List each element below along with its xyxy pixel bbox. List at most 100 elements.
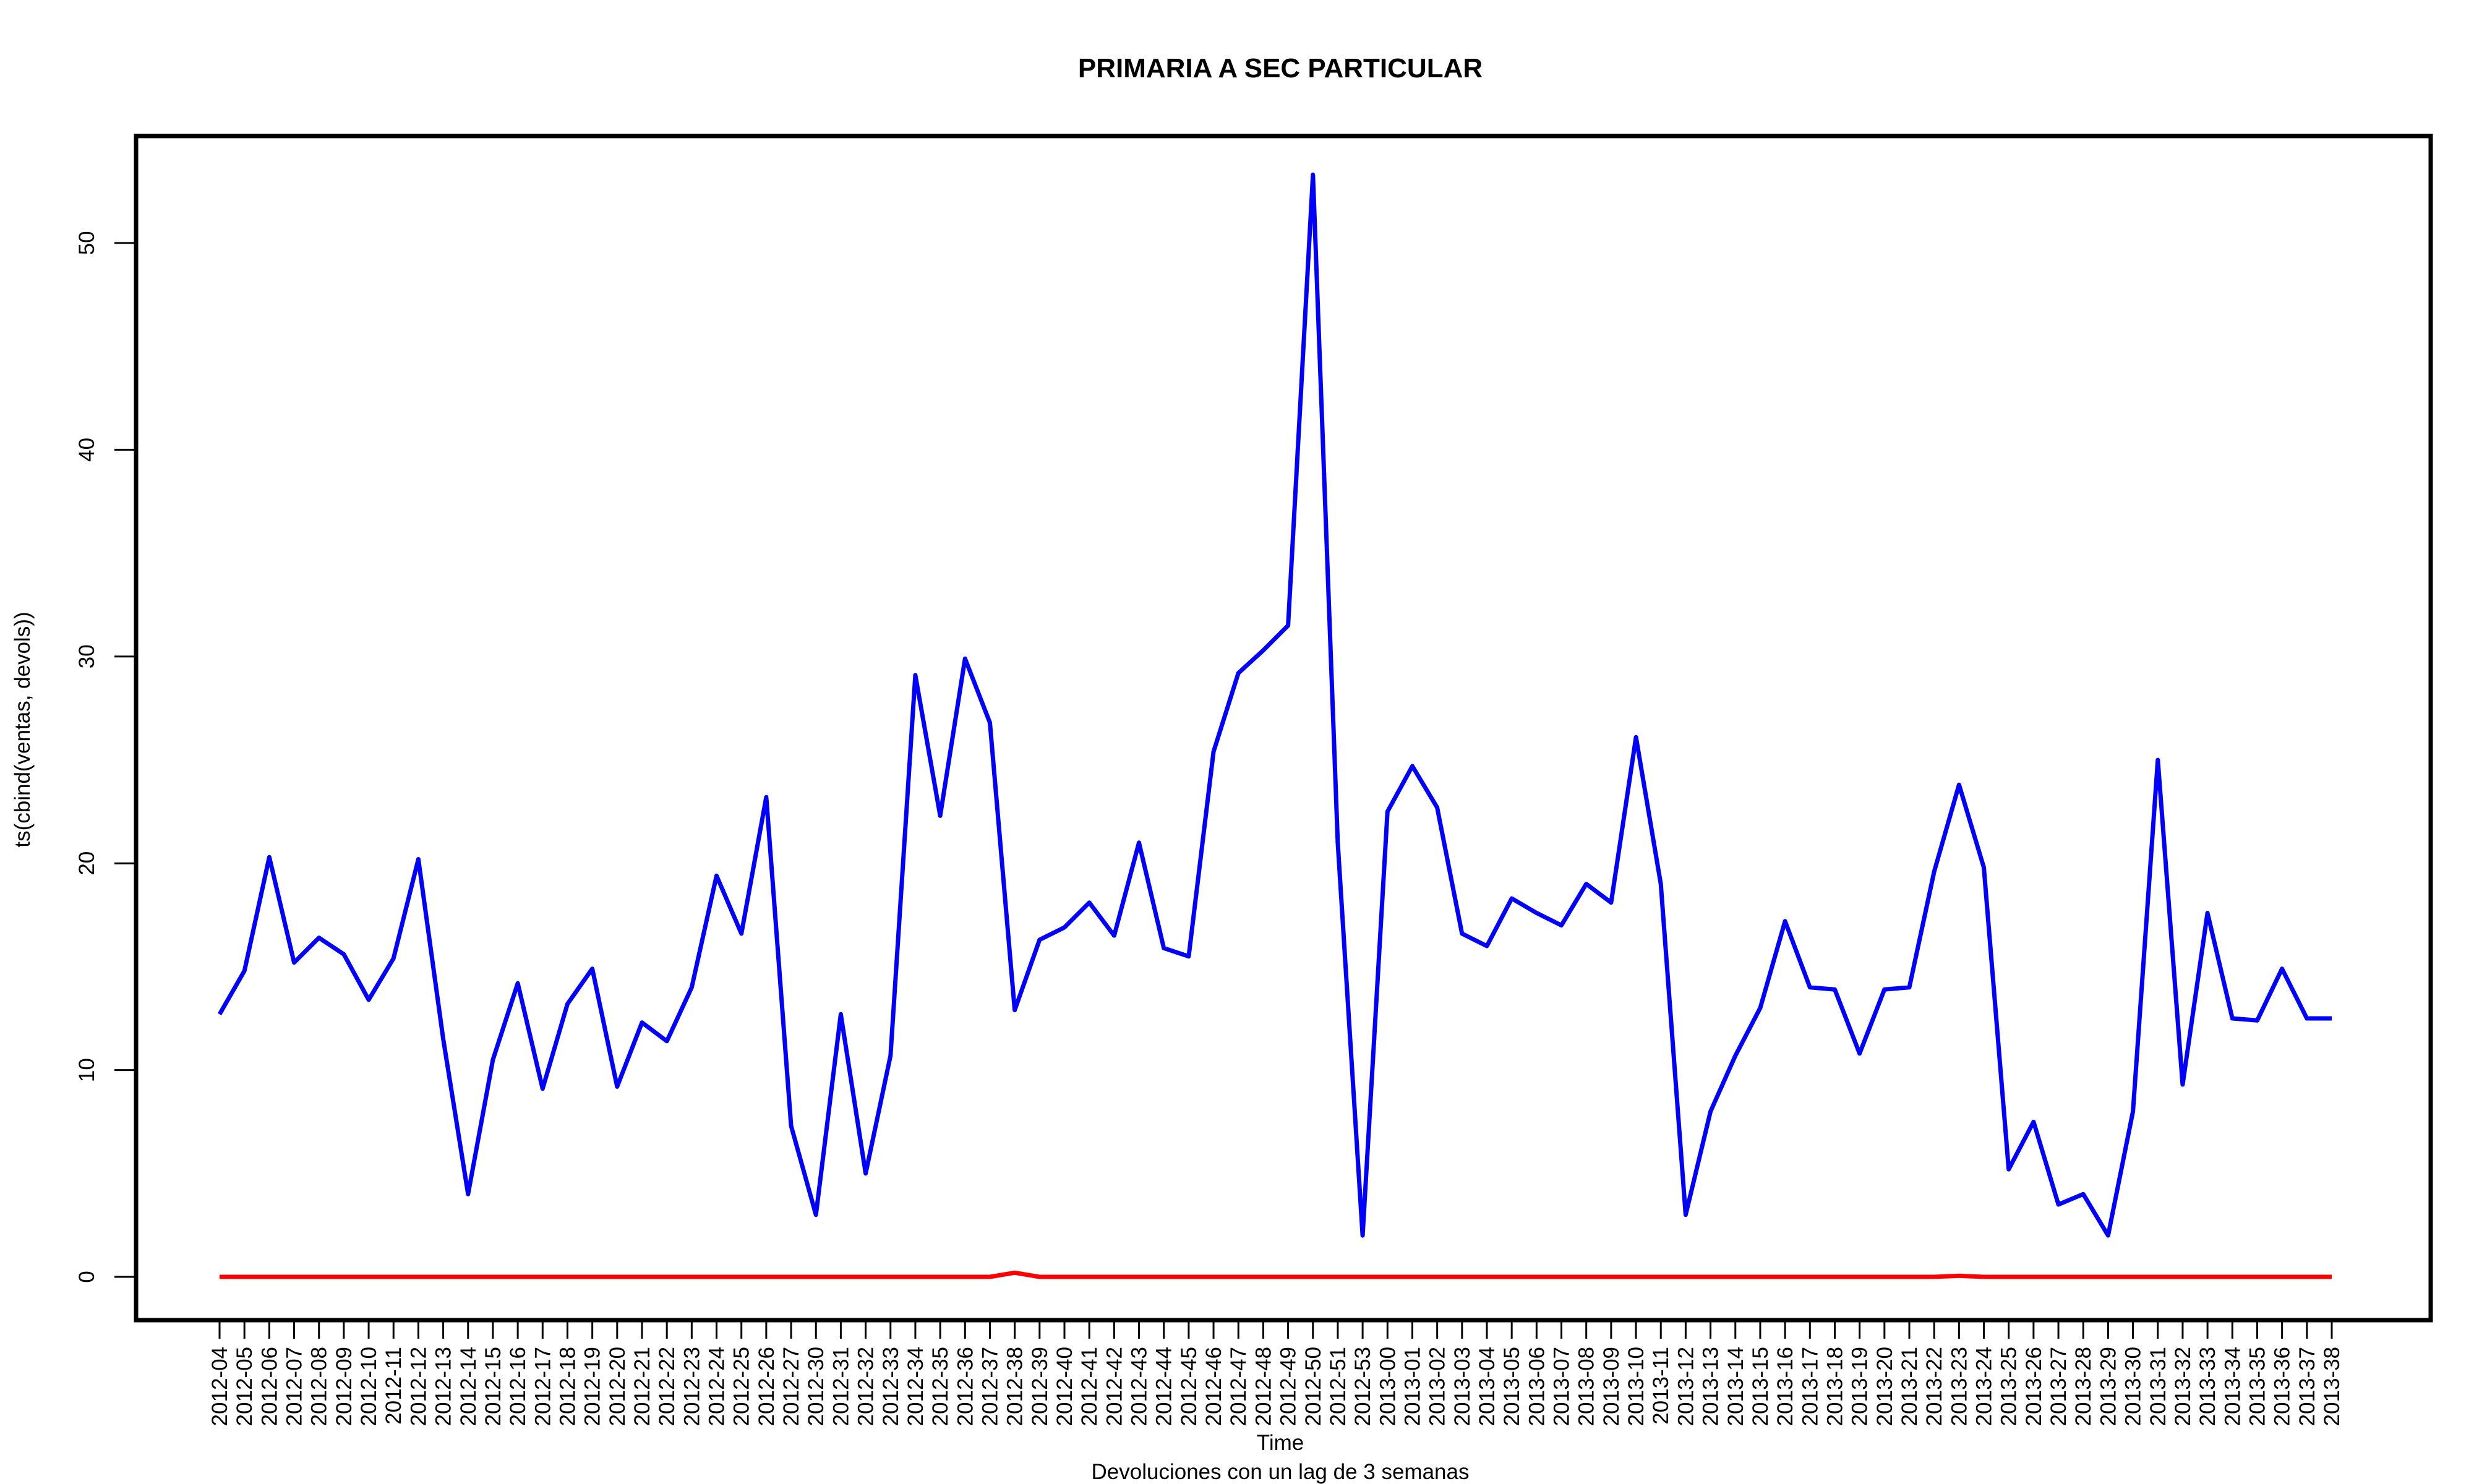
x-tick-label: 2013-14 bbox=[1724, 1347, 1748, 1426]
x-tick-label: 2013-35 bbox=[2245, 1347, 2269, 1426]
x-tick-label: 2012-41 bbox=[1077, 1347, 1102, 1426]
x-tick-label: 2013-08 bbox=[1575, 1347, 1599, 1426]
x-tick-label: 2013-09 bbox=[1599, 1347, 1624, 1426]
x-tick-label: 2012-14 bbox=[456, 1347, 481, 1426]
x-tick-label: 2013-33 bbox=[2196, 1347, 2220, 1426]
x-tick-label: 2013-00 bbox=[1376, 1347, 1400, 1426]
x-tick-label: 2012-22 bbox=[655, 1347, 679, 1426]
x-tick-label: 2013-04 bbox=[1475, 1347, 1499, 1426]
x-axis: 2012-04 2012-05 2012-06 2012-07 2012-08 2012-… bbox=[208, 1319, 2344, 1426]
x-tick-label: 2013-34 bbox=[2220, 1347, 2245, 1426]
x-tick-label: 2012-26 bbox=[755, 1347, 779, 1426]
x-tick-label: 2012-15 bbox=[481, 1347, 505, 1426]
x-tick-label: 2012-12 bbox=[406, 1347, 430, 1426]
x-tick-label: 2012-32 bbox=[854, 1347, 878, 1426]
x-tick-label: 2013-02 bbox=[1426, 1347, 1450, 1426]
x-tick-label: 2013-36 bbox=[2271, 1347, 2295, 1426]
x-tick-label: 2012-17 bbox=[531, 1347, 555, 1426]
series-line-1 bbox=[217, 173, 2332, 1238]
series-line-2 bbox=[220, 1270, 2332, 1279]
x-tick-label: 2013-13 bbox=[1699, 1347, 1723, 1426]
x-tick-label: 2012-19 bbox=[581, 1347, 605, 1426]
x-tick-label: 2013-29 bbox=[2096, 1347, 2120, 1426]
x-tick-label: 2012-36 bbox=[953, 1347, 977, 1426]
x-tick-label: 2013-24 bbox=[1972, 1347, 1997, 1426]
x-tick-label: 2012-49 bbox=[1277, 1347, 1301, 1426]
x-tick-label: 2012-13 bbox=[432, 1347, 456, 1426]
x-tick-label: 2013-38 bbox=[2320, 1347, 2344, 1426]
series-group bbox=[217, 173, 2332, 1279]
x-tick-label: 2012-18 bbox=[555, 1347, 580, 1426]
x-tick-label: 2012-50 bbox=[1301, 1347, 1325, 1426]
x-tick-label: 2012-40 bbox=[1053, 1347, 1077, 1426]
y-tick-label: 0 bbox=[75, 1271, 99, 1282]
x-tick-label: 2012-43 bbox=[1128, 1347, 1152, 1426]
y-tick-label: 20 bbox=[75, 851, 99, 876]
y-axis: 0 10 20 30 40 50 bbox=[75, 231, 137, 1283]
x-tick-label: 2012-20 bbox=[606, 1347, 630, 1426]
x-tick-label: 2012-47 bbox=[1226, 1347, 1251, 1426]
x-tick-label: 2013-03 bbox=[1450, 1347, 1475, 1426]
x-tick-label: 2013-12 bbox=[1674, 1347, 1698, 1426]
x-tick-label: 2013-22 bbox=[1922, 1347, 1946, 1426]
x-tick-label: 2012-09 bbox=[332, 1347, 356, 1426]
x-tick-label: 2013-37 bbox=[2295, 1347, 2319, 1426]
x-tick-label: 2013-26 bbox=[2022, 1347, 2046, 1426]
x-tick-label: 2012-04 bbox=[208, 1347, 232, 1426]
x-tick-label: 2012-23 bbox=[680, 1347, 704, 1426]
x-tick-label: 2013-30 bbox=[2121, 1347, 2146, 1426]
x-tick-label: 2012-25 bbox=[730, 1347, 754, 1426]
y-axis-label: ts(cbind(ventas, devols)) bbox=[11, 612, 35, 847]
x-tick-label: 2013-15 bbox=[1748, 1347, 1773, 1426]
x-tick-label: 2012-46 bbox=[1202, 1347, 1226, 1426]
x-tick-label: 2012-33 bbox=[879, 1347, 903, 1426]
x-tick-label: 2012-31 bbox=[829, 1347, 853, 1426]
y-tick-label: 50 bbox=[75, 231, 99, 255]
x-tick-label: 2013-31 bbox=[2146, 1347, 2170, 1426]
x-tick-label: 2013-25 bbox=[1997, 1347, 2021, 1426]
y-tick-label: 10 bbox=[75, 1058, 99, 1082]
x-tick-label: 2013-23 bbox=[1947, 1347, 1971, 1426]
x-tick-label: 2013-16 bbox=[1773, 1347, 1797, 1426]
x-tick-label: 2012-24 bbox=[705, 1347, 729, 1426]
x-tick-label: 2013-21 bbox=[1898, 1347, 1922, 1426]
x-tick-label: 2012-45 bbox=[1177, 1347, 1201, 1426]
x-tick-label: 2013-07 bbox=[1550, 1347, 1574, 1426]
x-tick-label: 2012-16 bbox=[506, 1347, 530, 1426]
x-tick-label: 2012-42 bbox=[1102, 1347, 1126, 1426]
x-tick-label: 2012-37 bbox=[978, 1347, 1002, 1426]
x-tick-label: 2013-18 bbox=[1823, 1347, 1847, 1426]
x-tick-label: 2012-53 bbox=[1351, 1347, 1375, 1426]
x-tick-label: 2012-35 bbox=[928, 1347, 952, 1426]
x-tick-label: 2012-34 bbox=[904, 1347, 928, 1426]
x-tick-label: 2013-10 bbox=[1624, 1347, 1648, 1426]
chart-title: PRIMARIA A SEC PARTICULAR bbox=[1078, 53, 1483, 83]
x-axis-label: Time bbox=[1257, 1431, 1304, 1455]
x-tick-label: 2012-21 bbox=[630, 1347, 654, 1426]
y-tick-label: 40 bbox=[75, 438, 99, 462]
x-tick-label: 2012-06 bbox=[257, 1347, 281, 1426]
x-tick-label: 2013-27 bbox=[2047, 1347, 2071, 1426]
x-tick-label: 2012-07 bbox=[283, 1347, 307, 1426]
plot-frame bbox=[134, 134, 2433, 1323]
x-tick-label: 2012-39 bbox=[1028, 1347, 1052, 1426]
x-tick-label: 2013-19 bbox=[1848, 1347, 1872, 1426]
x-tick-label: 2012-10 bbox=[357, 1347, 381, 1426]
x-tick-label: 2012-11 bbox=[382, 1347, 406, 1425]
x-tick-label: 2012-30 bbox=[804, 1347, 828, 1426]
x-tick-label: 2013-32 bbox=[2171, 1347, 2195, 1426]
x-tick-label: 2013-20 bbox=[1873, 1347, 1897, 1426]
x-tick-label: 2013-06 bbox=[1525, 1347, 1549, 1426]
chart-subtitle: Devoluciones con un lag de 3 semanas bbox=[1092, 1460, 1470, 1484]
x-tick-label: 2013-05 bbox=[1500, 1347, 1524, 1426]
x-tick-label: 2013-28 bbox=[2071, 1347, 2095, 1426]
x-tick-label: 2012-38 bbox=[1003, 1347, 1027, 1426]
x-tick-label: 2013-11 bbox=[1649, 1347, 1673, 1425]
x-tick-label: 2012-51 bbox=[1326, 1347, 1350, 1426]
x-tick-label: 2012-48 bbox=[1251, 1347, 1275, 1426]
x-tick-label: 2012-27 bbox=[779, 1347, 803, 1426]
x-tick-label: 2012-05 bbox=[233, 1347, 257, 1426]
x-tick-label: 2013-01 bbox=[1400, 1347, 1424, 1426]
x-tick-label: 2013-17 bbox=[1798, 1347, 1822, 1426]
